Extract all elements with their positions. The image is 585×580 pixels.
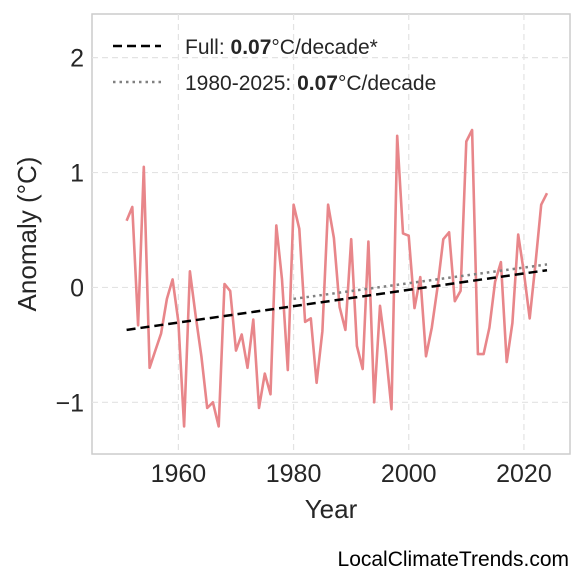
legend-1980-name: 1980-2025: xyxy=(185,72,297,95)
legend-1980-rate: 0.07 xyxy=(297,72,338,95)
y-tick-label-1: 1 xyxy=(70,160,84,188)
series-lines xyxy=(125,128,549,428)
legend-full-unit: °C/decade* xyxy=(271,36,377,59)
y-tick-label-0: 0 xyxy=(70,274,84,302)
anomaly-series-line xyxy=(125,128,549,428)
plot-area xyxy=(91,13,571,455)
full-trend-line xyxy=(126,268,548,332)
x-tick-label-2020: 2020 xyxy=(496,460,552,488)
y-axis-label: Anomaly (°C) xyxy=(12,157,42,312)
y-tick-label--1: −1 xyxy=(55,389,84,417)
x-tick-label-2000: 2000 xyxy=(381,460,437,488)
tick-labels: 1960 1980 2000 2020 −1 0 1 2 xyxy=(55,45,551,488)
legend-label-full: Full: 0.07°C/decade* xyxy=(185,36,378,59)
watermark: LocalClimateTrends.com xyxy=(337,548,569,571)
legend-label-1980: 1980-2025: 0.07°C/decade xyxy=(185,72,436,95)
legend-full-name: Full: xyxy=(185,36,231,59)
x-tick-label-1960: 1960 xyxy=(151,460,207,488)
legend-1980-unit: °C/decade xyxy=(338,72,436,95)
legend: Full: 0.07°C/decade* 1980-2025: 0.07°C/d… xyxy=(113,36,436,95)
y-tick-label-2: 2 xyxy=(70,45,84,73)
x-axis-label: Year xyxy=(305,494,358,524)
legend-full-rate: 0.07 xyxy=(231,36,272,59)
x-tick-label-1980: 1980 xyxy=(266,460,322,488)
